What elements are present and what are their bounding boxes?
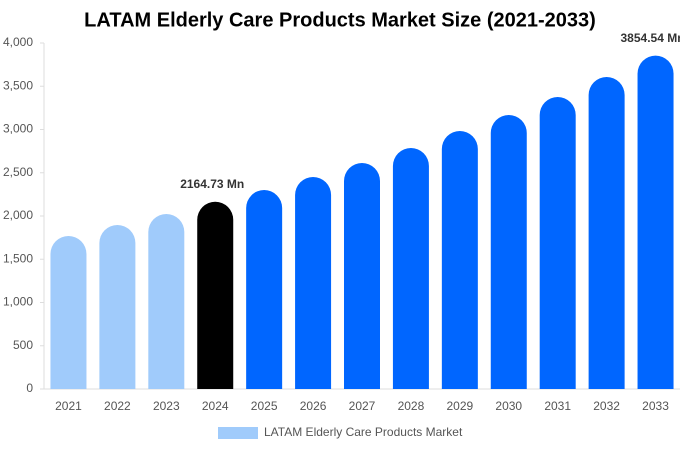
bar: [588, 76, 625, 389]
chart-title: LATAM Elderly Care Products Market Size …: [84, 9, 596, 31]
x-tick-label: 2021: [55, 399, 82, 413]
y-tick-label: 3,000: [3, 122, 33, 136]
bar: [344, 162, 380, 389]
bar: [246, 190, 283, 389]
x-tick-label: 2022: [104, 399, 131, 413]
x-tick-label: 2028: [398, 399, 425, 413]
bar: [295, 176, 332, 389]
y-tick-label: 2,000: [3, 208, 33, 222]
x-tick-label: 2024: [202, 399, 229, 413]
x-tick-label: 2027: [349, 399, 376, 413]
data-label: 2164.73 Mn: [180, 177, 244, 191]
y-tick-label: 4,000: [3, 35, 33, 49]
bar: [539, 96, 576, 389]
x-tick-label: 2033: [642, 399, 669, 413]
legend-swatch: [218, 427, 258, 439]
x-tick-label: 2029: [446, 399, 473, 413]
y-tick-label: 1,000: [3, 295, 33, 309]
x-tick-label: 2026: [300, 399, 327, 413]
y-tick-label: 3,500: [3, 78, 33, 92]
bar: [99, 224, 136, 389]
bar: [441, 130, 478, 389]
bar: [50, 235, 87, 389]
bar: [148, 214, 185, 389]
data-label: 3854.54 Mn: [621, 31, 680, 45]
y-tick-label: 500: [13, 338, 33, 352]
bar: [392, 148, 429, 389]
x-tick-label: 2032: [593, 399, 620, 413]
bar: [197, 201, 234, 389]
y-tick-label: 1,500: [3, 251, 33, 265]
y-tick-label: 0: [26, 381, 33, 395]
legend-label: LATAM Elderly Care Products Market: [264, 425, 463, 439]
bar: [637, 55, 674, 390]
x-tick-label: 2025: [251, 399, 278, 413]
bar: [490, 114, 527, 389]
y-tick-label: 2,500: [3, 165, 33, 179]
x-tick-label: 2031: [544, 399, 571, 413]
x-tick-label: 2023: [153, 399, 180, 413]
x-tick-label: 2030: [495, 399, 522, 413]
